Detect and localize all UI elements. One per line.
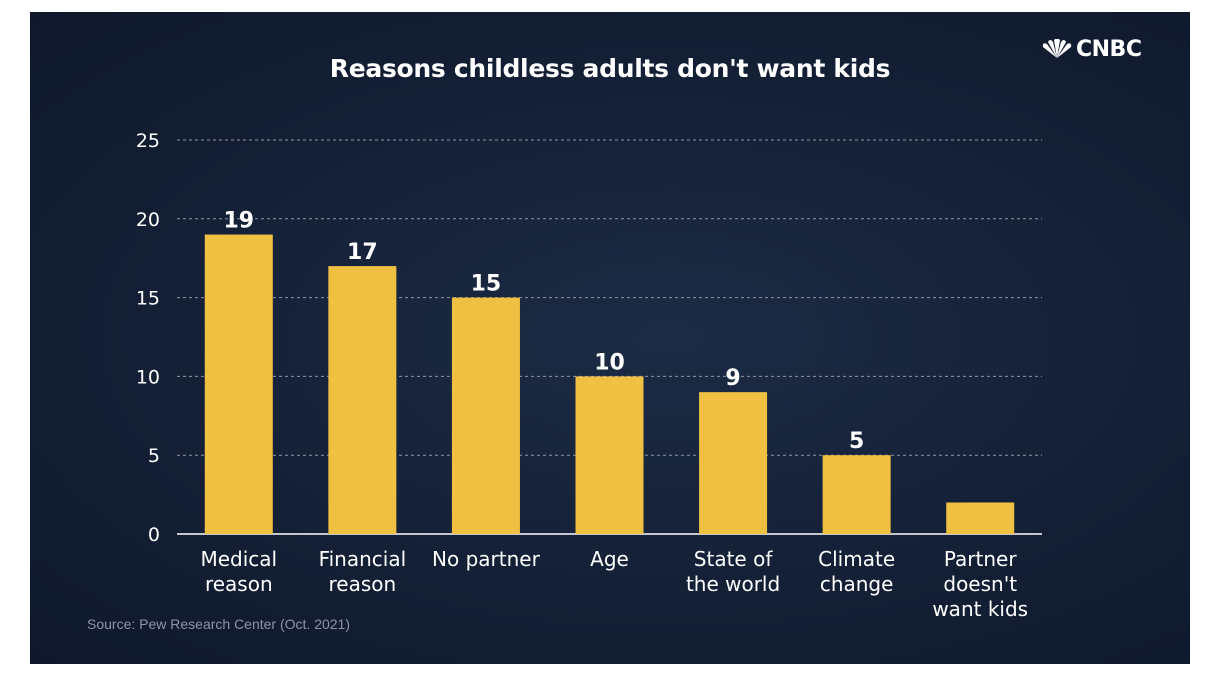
x-tick-label: No partner — [432, 547, 541, 571]
peacock-icon — [1042, 39, 1072, 58]
x-tick-label: Climate change — [818, 547, 895, 596]
data-label: 5 — [849, 429, 864, 454]
data-label: 17 — [347, 240, 378, 265]
chart-panel: Reasons childless adults don't want kids… — [30, 12, 1190, 664]
y-tick-label: 0 — [148, 524, 160, 546]
data-label: 19 — [223, 209, 254, 234]
y-tick-label: 25 — [136, 130, 160, 152]
x-tick-label: State of the world — [686, 547, 780, 596]
source-note: Source: Pew Research Center (Oct. 2021) — [87, 616, 351, 632]
logo-text: CNBC — [1076, 36, 1142, 62]
x-tick-label: Age — [590, 547, 629, 571]
data-label: 15 — [471, 272, 502, 297]
y-tick-label: 20 — [136, 209, 160, 231]
x-tick-label: Financial reason — [319, 547, 407, 596]
data-label: 10 — [594, 350, 625, 375]
y-tick-label: 10 — [136, 366, 160, 388]
bar — [699, 392, 768, 534]
bar — [822, 455, 891, 534]
bar — [946, 502, 1015, 534]
bar — [328, 266, 397, 534]
y-tick-label: 15 — [136, 288, 160, 310]
bar — [575, 376, 644, 534]
x-tick-label: Medical reason — [200, 547, 277, 596]
cnbc-logo: CNBC — [1040, 36, 1142, 62]
bar — [204, 234, 273, 534]
bar — [451, 297, 520, 534]
bar-chart: 0 5 10 15 20 25 19 Medical reason 17 Financial reas… — [136, 130, 1042, 621]
chart-title: Reasons childless adults don't want kids — [329, 54, 891, 83]
x-tick-label: Partner doesn't want kids — [932, 547, 1028, 621]
data-label: 9 — [725, 366, 740, 391]
y-tick-label: 5 — [148, 445, 160, 467]
